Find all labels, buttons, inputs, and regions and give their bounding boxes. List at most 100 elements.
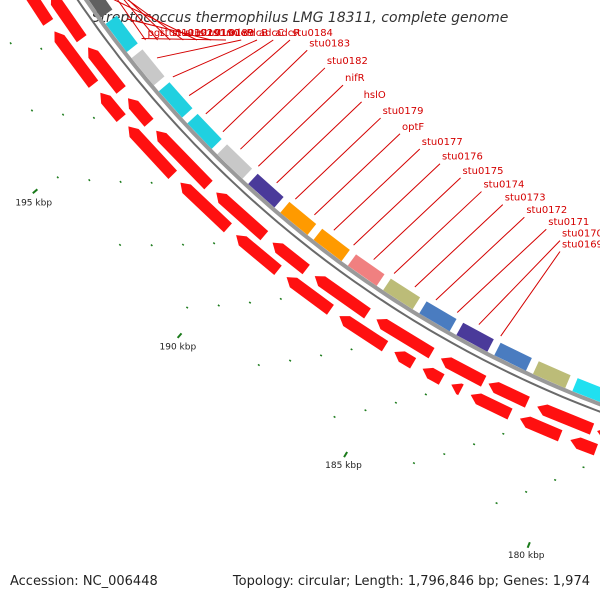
gene-label: stu0193 (160, 28, 201, 39)
gene-leader-line (172, 39, 258, 78)
gc-skew-dot (333, 415, 336, 419)
cog-block (248, 173, 284, 208)
gene-label: stu0171 (548, 217, 589, 228)
gene-label: mleP (228, 28, 253, 39)
gc-skew-dot (119, 180, 122, 184)
gc-skew-dot (288, 359, 292, 362)
gc-skew-dot (9, 41, 12, 45)
gc-skew-dot (181, 243, 185, 246)
gc-skew-dot (88, 178, 91, 182)
cog-block (217, 144, 253, 179)
accession-label: Accession: NC_006448 (10, 574, 158, 589)
genome-backbone (76, 0, 600, 413)
gc-skew-dot (150, 181, 153, 185)
gene-label: stu0192 (172, 28, 213, 39)
gene-leader-line (117, 0, 146, 41)
gene-label: stu0176 (442, 152, 483, 163)
gene-label: stu0183 (309, 38, 350, 49)
gc-skew-dot (553, 478, 557, 481)
gc-skew-dot (443, 452, 446, 456)
gene-label: optF (402, 122, 424, 133)
gene-label: stu0170 (562, 229, 600, 240)
kbp-tick (32, 188, 39, 194)
gc-skew-dot (92, 116, 96, 120)
backbone-inner (76, 0, 600, 413)
cds-arrow (50, 0, 87, 43)
gc-skew-dot (61, 113, 65, 116)
gene-label: adcB (243, 28, 268, 39)
gc-skew-dot (217, 304, 220, 307)
gc-skew-dot (30, 109, 34, 112)
kbp-tick-label: 185 kbp (325, 461, 362, 471)
gene-leader-line (373, 177, 461, 260)
gene-leader-line (435, 216, 525, 301)
gene-leader-line (276, 101, 362, 184)
gc-skew-dots (9, 41, 585, 505)
kbp-tick-label: 180 kbp (508, 551, 545, 561)
cds-arrow (376, 319, 435, 359)
cog-block (456, 322, 494, 352)
gc-skew-dot (257, 363, 261, 367)
cog-block (158, 82, 193, 118)
gene-label: stu0189 (213, 28, 254, 39)
gene-label: stu0191 (185, 28, 226, 39)
cds-arrow (127, 98, 154, 127)
kbp-tick (526, 541, 531, 549)
gene-label: pgi (148, 28, 163, 39)
cds-arrow (216, 192, 269, 241)
cog-block (187, 113, 222, 149)
cog-block (105, 15, 138, 53)
cds-arrow (394, 351, 417, 369)
gc-skew-dot (394, 401, 398, 404)
gene-leader-line (222, 49, 308, 133)
gc-skew-dot (495, 502, 498, 505)
gene-label: adcC (259, 28, 284, 39)
cog-block (347, 254, 385, 286)
gc-skew-dot (424, 393, 428, 396)
gene-leader-line (156, 39, 242, 59)
gc-skew-dot (248, 301, 252, 304)
cds-arrow (128, 126, 178, 179)
cog-block (572, 378, 600, 403)
cog-block (280, 201, 317, 235)
gene-label: stu0182 (327, 56, 368, 67)
cds-arrow (272, 242, 310, 275)
cog-block (532, 361, 571, 389)
gene-leader-line (414, 204, 504, 288)
genome-summary: Topology: circular; Length: 1,796,846 bp… (232, 574, 590, 589)
gc-skew-dot (56, 176, 59, 179)
kbp-tick-label: 195 kbp (15, 198, 52, 208)
gene-leader-line (127, 0, 184, 41)
gene-label: stu0174 (483, 180, 524, 191)
gc-skew-dot (279, 297, 283, 301)
cog-block (88, 0, 113, 18)
kbp-tick-label: 190 kbp (160, 342, 197, 352)
gene-leader-line (141, 38, 226, 41)
gene-label: stu0172 (526, 205, 567, 216)
gc-skew-dot (40, 47, 43, 51)
cds-arrow (422, 367, 445, 385)
cds-arrow (314, 276, 371, 319)
cds-arrow (26, 0, 54, 26)
cog-block (313, 228, 350, 262)
gene-label: adcR (275, 28, 300, 39)
cds-arrow (236, 235, 282, 275)
cog-block (131, 49, 165, 86)
gene-leader-line (240, 67, 326, 150)
cds-arrow (570, 437, 598, 456)
cds-arrow (519, 416, 563, 442)
gene-leader-line (353, 163, 441, 246)
gene-leader-line (478, 240, 561, 325)
gc-skew-dot (582, 466, 585, 469)
cds-arrow (339, 316, 389, 352)
cog-track (88, 0, 600, 403)
gene-leader-line (127, 0, 171, 41)
gene-leader-line (295, 117, 381, 200)
cds-arrow (451, 383, 464, 396)
cds-arrow (286, 277, 334, 315)
gc-skew-dot (319, 354, 323, 357)
kbp-tick (176, 332, 183, 339)
cds-arrow (440, 357, 487, 387)
